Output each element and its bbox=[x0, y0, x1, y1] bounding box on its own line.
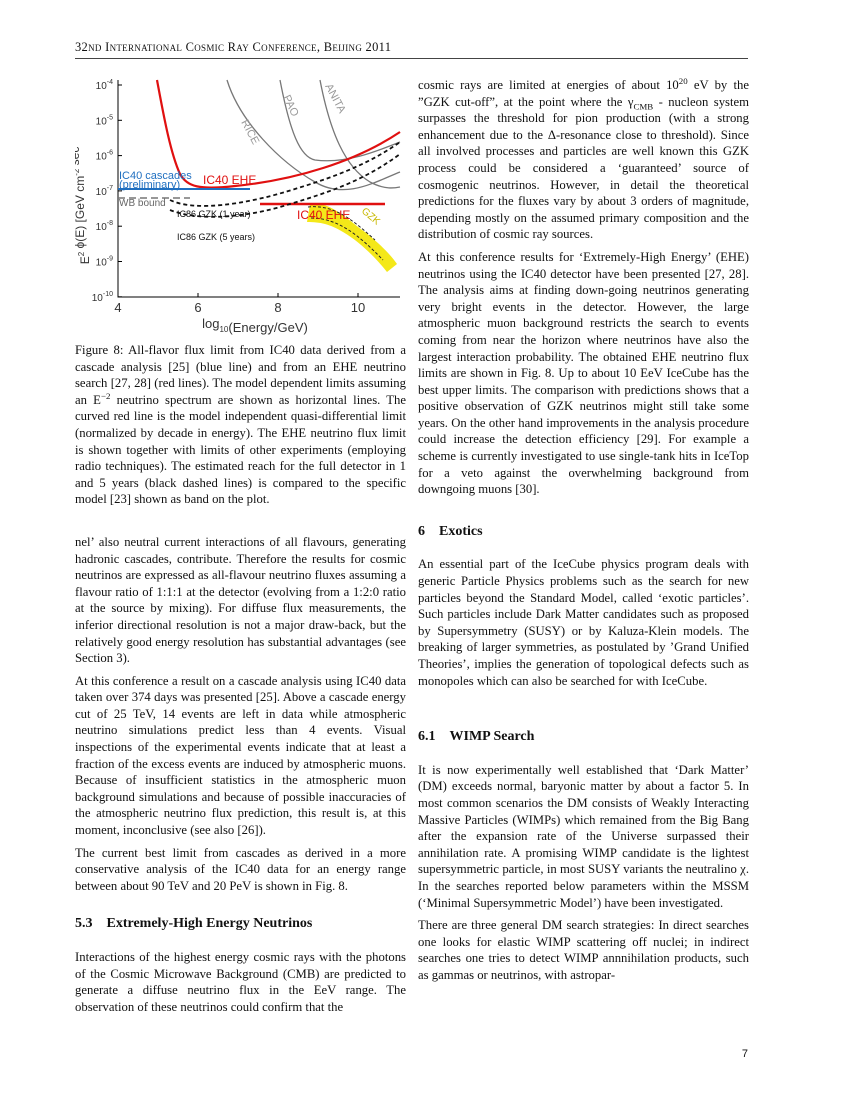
text-run: Figure 8: All-flavor flux limit from IC4… bbox=[75, 343, 406, 407]
paragraph: The current best limit from cascades as … bbox=[75, 845, 406, 895]
tick-exponent: -6 bbox=[107, 150, 113, 157]
paragraph: An essential part of the IceCube physics… bbox=[418, 556, 749, 689]
tick-exponent: -4 bbox=[107, 79, 113, 86]
annotation: RICE bbox=[238, 118, 261, 147]
text-run: Interactions of the highest energy cosmi… bbox=[75, 950, 406, 1014]
tick-exponent: -5 bbox=[107, 114, 113, 121]
x-tick-label: 8 bbox=[274, 300, 281, 315]
tick-exponent: -8 bbox=[107, 220, 113, 227]
text-run: At this conference results for ‘Extremel… bbox=[418, 249, 749, 497]
math: sr bbox=[75, 126, 77, 139]
running-header: 32nd International Cosmic Ray Conference… bbox=[75, 40, 392, 54]
section-number: 6.1 bbox=[418, 729, 436, 745]
paragraph: At this conference a result on a cascade… bbox=[75, 673, 406, 839]
subscript: CMB bbox=[633, 101, 654, 112]
section-heading: 5.3 Extremely-High Energy Neutrinos bbox=[75, 916, 406, 933]
math: ϕ(E) [GeV cm bbox=[75, 176, 87, 252]
y-axis-label: E2 ϕ(E) [GeV cm-2 sec-1 sr-1] bbox=[75, 116, 92, 265]
x-axis-label: log10(Energy/GeV) bbox=[202, 316, 308, 335]
left-column: Figure 8: All-flavor flux limit from IC4… bbox=[75, 342, 406, 1021]
y-tick-label: 10-10 bbox=[92, 291, 113, 304]
section-number: 6 bbox=[418, 523, 425, 539]
annotation: IC40 EHE bbox=[203, 173, 256, 187]
paragraph: There are three general DM search strate… bbox=[418, 917, 749, 983]
math: E bbox=[93, 392, 101, 407]
section-title: Extremely-High Energy Neutrinos bbox=[106, 916, 313, 932]
section-heading: 6.1 WIMP Search bbox=[418, 729, 749, 746]
section-heading: 6 Exotics bbox=[418, 524, 749, 541]
tick-base: 10 bbox=[96, 258, 108, 269]
tick-base: 10 bbox=[96, 222, 108, 233]
paragraph: It is now experimentally well establishe… bbox=[418, 762, 749, 911]
superscript: 20 bbox=[678, 75, 688, 86]
text-run: At this conference a result on a cascade… bbox=[75, 673, 406, 838]
tick-base: 10 bbox=[92, 293, 104, 304]
tick-base: 10 bbox=[96, 81, 108, 92]
annotation: ANITA bbox=[322, 82, 348, 116]
math: γ bbox=[627, 94, 634, 109]
y-tick-label: 10-7 bbox=[96, 185, 113, 198]
y-tick-label: 10-6 bbox=[96, 150, 113, 163]
annotation: IC86 GZK (5 years) bbox=[177, 232, 255, 242]
math: sec bbox=[75, 147, 82, 169]
annotation: IC40 cascades bbox=[119, 170, 192, 182]
figure-caption: Figure 8: All-flavor flux limit from IC4… bbox=[75, 342, 406, 508]
right-column: cosmic rays are limited at energies of a… bbox=[418, 75, 749, 990]
axis-ticks: 10-410-510-610-710-810-910-104 6 8 10log10(… bbox=[75, 79, 365, 335]
subscript: 10 bbox=[219, 325, 228, 334]
y-tick-label: 10-9 bbox=[96, 256, 113, 269]
text-run: There are three general DM search strate… bbox=[418, 918, 749, 982]
superscript: 2 bbox=[77, 251, 86, 256]
x-tick-label: 4 bbox=[114, 300, 121, 315]
text-run: - nucleon system surpasses the threshold… bbox=[418, 94, 749, 242]
text-run: nel’ also neutral current interactions o… bbox=[75, 534, 406, 666]
y-tick-label: 10-5 bbox=[96, 114, 113, 127]
figure: RICE PAO ANITA GZK IC40 cascades (prelim… bbox=[75, 79, 401, 335]
text-run: eV by the ”GZK cut-off”, at the point wh… bbox=[418, 78, 749, 109]
section-number: 5.3 bbox=[75, 916, 93, 932]
section-title: WIMP Search bbox=[449, 729, 535, 745]
text-run: (Energy/GeV) bbox=[228, 320, 307, 335]
text-run: The current best limit from cascades as … bbox=[75, 845, 406, 893]
superscript: −2 bbox=[100, 390, 111, 401]
tick-exponent: -7 bbox=[107, 185, 113, 192]
text-run: An essential part of the IceCube physics… bbox=[418, 557, 749, 688]
math: 10 bbox=[666, 78, 679, 92]
y-tick-label: 10-4 bbox=[96, 79, 113, 92]
plot-curves bbox=[117, 79, 401, 298]
tick-base: 10 bbox=[96, 187, 108, 198]
text-run: neutrino spectrum are shown as horizonta… bbox=[75, 392, 406, 507]
tick-exponent: -9 bbox=[107, 256, 113, 263]
paragraph: At this conference results for ‘Extremel… bbox=[418, 249, 749, 498]
annotation: WB bound bbox=[119, 198, 166, 209]
paragraph: Interactions of the highest energy cosmi… bbox=[75, 949, 406, 1015]
text-run: cosmic rays are limited at energies of a… bbox=[418, 78, 667, 92]
annotation: IC86 GZK (1 year) bbox=[177, 209, 251, 219]
tick-base: 10 bbox=[96, 152, 108, 163]
section-title: Exotics bbox=[439, 523, 483, 539]
page-number: 7 bbox=[741, 1048, 748, 1060]
math: log bbox=[202, 316, 219, 331]
superscript: -2 bbox=[75, 168, 81, 176]
text-run: It is now experimentally well establishe… bbox=[418, 762, 749, 910]
annotation: (preliminary) bbox=[119, 179, 180, 191]
x-tick-label: 10 bbox=[351, 300, 365, 315]
header-rule bbox=[75, 58, 748, 59]
paragraph: nel’ also neutral current interactions o… bbox=[75, 534, 406, 667]
y-tick-label: 10-8 bbox=[96, 220, 113, 233]
annotation: IC40 EHE bbox=[297, 208, 350, 222]
paragraph: cosmic rays are limited at energies of a… bbox=[418, 75, 749, 243]
x-tick-label: 6 bbox=[194, 300, 201, 315]
annotation: GZK bbox=[359, 206, 382, 228]
math: E bbox=[78, 256, 92, 264]
tick-base: 10 bbox=[96, 116, 108, 127]
superscript: -1 bbox=[75, 139, 76, 147]
tick-exponent: -10 bbox=[103, 291, 113, 298]
annotation: PAO bbox=[280, 93, 301, 119]
